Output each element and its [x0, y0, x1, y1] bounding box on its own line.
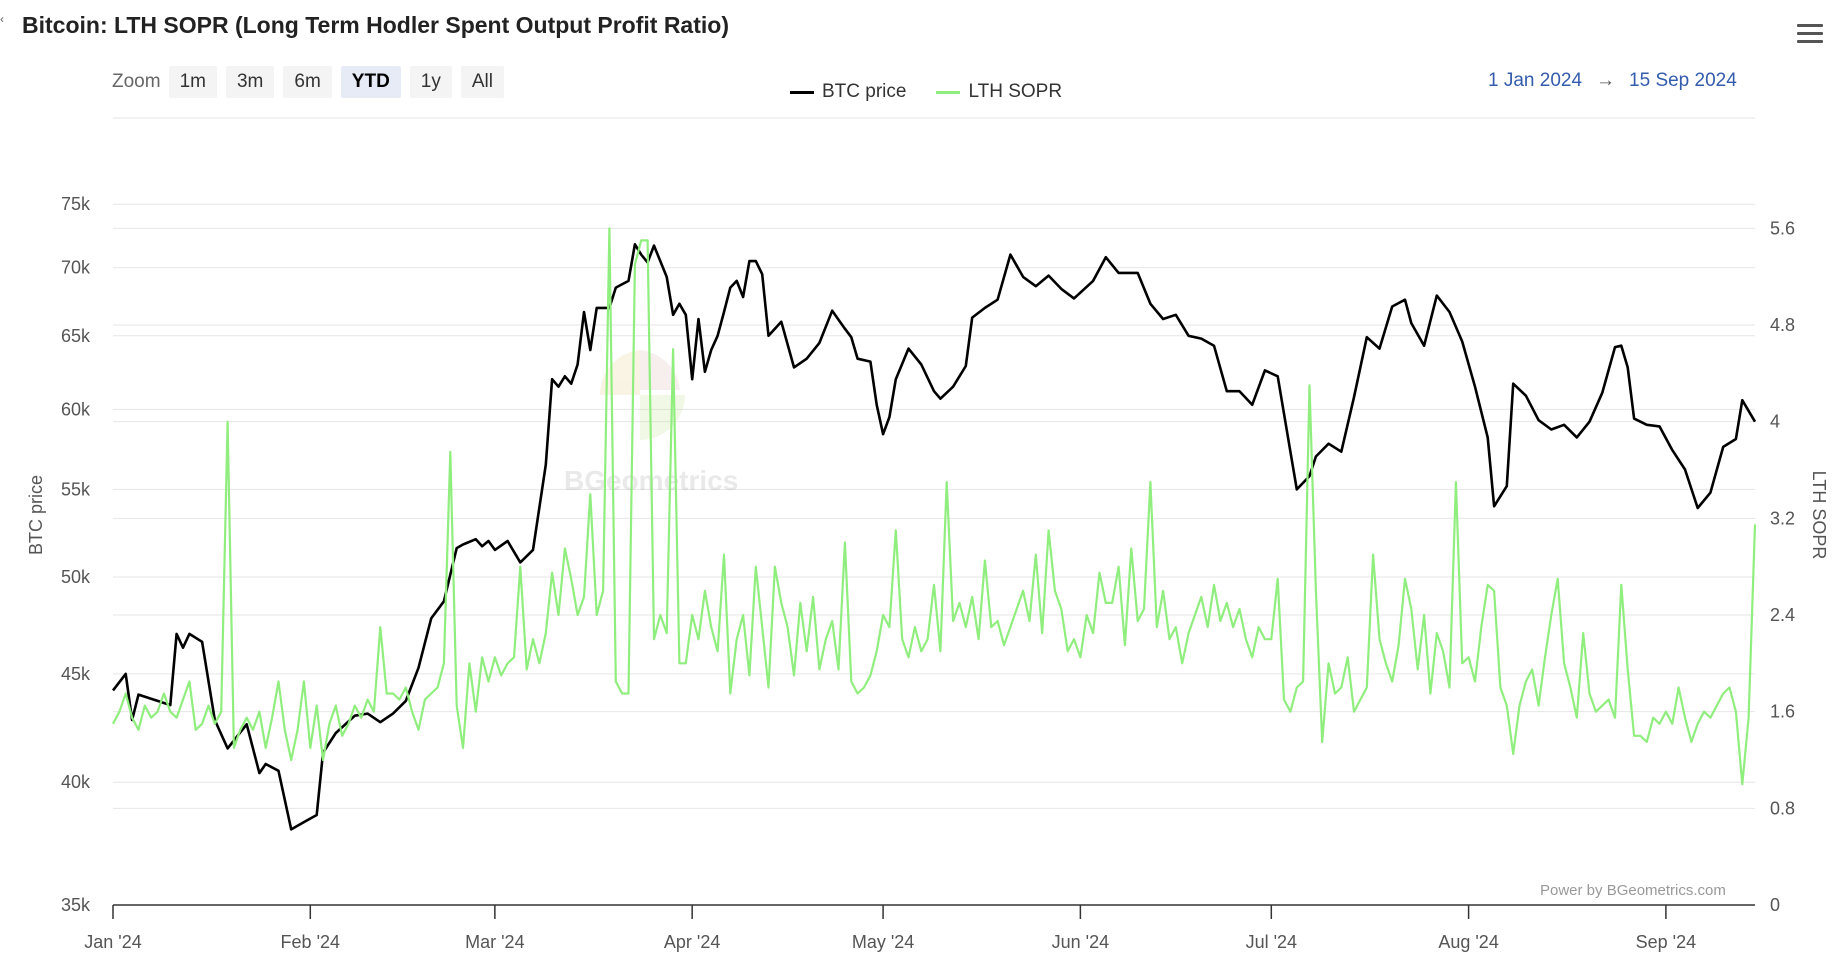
left-tick-label: 35k — [61, 895, 91, 915]
legend-label-lth-sopr: LTH SOPR — [968, 81, 1063, 102]
series-layer — [111, 227, 1757, 831]
right-tick-label: 0.8 — [1770, 798, 1795, 818]
right-axis-ticks: 0 0.8 1.6 2.4 3.2 4 4.8 5.6 — [1770, 218, 1795, 915]
zoom-button-3m[interactable]: 3m — [225, 66, 275, 98]
left-axis-ticks: 35k 40k 45k 50k 55k 60k 65k 70k 75k — [61, 194, 91, 915]
right-tick-label: 3.2 — [1770, 508, 1795, 528]
back-arrow-icon[interactable]: ‹ — [0, 12, 4, 26]
zoom-controls: Zoom 1m 3m 6m YTD 1y All — [112, 66, 513, 98]
zoom-button-1m[interactable]: 1m — [168, 66, 217, 98]
zoom-label: Zoom — [112, 71, 161, 92]
left-tick-label: 75k — [61, 194, 91, 214]
credit-text: Power by BGeometrics.com — [1540, 882, 1726, 899]
gridlines — [113, 117, 1755, 906]
x-tick-label: Jan '24 — [84, 932, 141, 952]
chart-title: Bitcoin: LTH SOPR (Long Term Hodler Spen… — [22, 12, 729, 38]
x-tick-label: Aug '24 — [1438, 932, 1499, 952]
legend-swatch-lth-sopr — [936, 90, 961, 94]
left-tick-label: 45k — [61, 664, 91, 684]
left-tick-label: 70k — [61, 258, 91, 278]
series-line-btc-price — [111, 243, 1757, 831]
zoom-button-1y[interactable]: 1y — [409, 66, 452, 98]
x-tick-label: Mar '24 — [465, 932, 524, 952]
left-tick-label: 65k — [61, 326, 91, 346]
left-tick-label: 60k — [61, 399, 91, 419]
legend-item-btc-price[interactable]: BTC price — [790, 81, 906, 103]
x-tick-label: Apr '24 — [664, 932, 720, 952]
right-tick-label: 1.6 — [1770, 702, 1795, 722]
left-tick-label: 50k — [61, 567, 91, 587]
legend-label-btc-price: BTC price — [822, 81, 907, 102]
zoom-button-ytd[interactable]: YTD — [340, 66, 401, 98]
range-arrow-icon: → — [1596, 70, 1616, 91]
right-tick-label: 4 — [1770, 412, 1780, 432]
series-line-lth-sopr — [112, 227, 1757, 786]
x-tick-label: Jun '24 — [1052, 932, 1109, 952]
legend-item-lth-sopr[interactable]: LTH SOPR — [936, 81, 1062, 103]
hamburger-menu-icon[interactable] — [1797, 24, 1823, 46]
range-from-date[interactable]: 1 Jan 2024 — [1488, 70, 1583, 91]
right-tick-label: 0 — [1770, 895, 1780, 915]
zoom-button-all[interactable]: All — [460, 66, 504, 98]
left-axis-title: BTC price — [26, 475, 46, 555]
x-axis: Jan '24 Feb '24 Mar '24 Apr '24 May '24 Jun '… — [84, 904, 1755, 952]
chart-legend: BTC price LTH SOPR — [790, 81, 1092, 103]
left-tick-label: 40k — [61, 772, 91, 792]
x-tick-label: Jul '24 — [1246, 932, 1297, 952]
zoom-button-6m[interactable]: 6m — [283, 66, 332, 98]
right-axis-title: LTH SOPR — [1809, 471, 1829, 560]
right-tick-label: 2.4 — [1770, 605, 1795, 625]
x-tick-label: Feb '24 — [281, 932, 340, 952]
left-tick-label: 55k — [61, 479, 91, 499]
date-range: 1 Jan 2024 → 15 Sep 2024 — [1488, 70, 1737, 92]
legend-swatch-btc-price — [790, 90, 814, 94]
x-tick-label: Sep '24 — [1636, 932, 1697, 952]
x-tick-label: May '24 — [852, 932, 914, 952]
right-tick-label: 5.6 — [1770, 218, 1795, 238]
range-to-date[interactable]: 15 Sep 2024 — [1629, 70, 1737, 91]
right-tick-label: 4.8 — [1770, 315, 1795, 335]
